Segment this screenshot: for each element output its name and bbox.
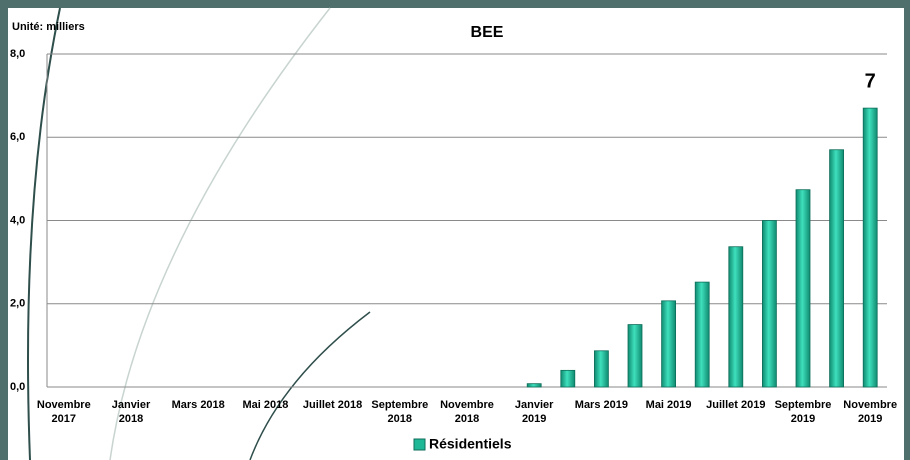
chart-title: BEE [471,24,504,41]
decor-curve [27,7,61,460]
bar [829,149,844,388]
decor-curve [109,7,331,460]
x-tick-label: Juillet 2018 [302,399,363,411]
bar [862,107,878,388]
y-tick-label: 6,0 [10,131,25,143]
x-tick-label: Septembre 2019 [774,399,832,425]
bar [560,369,576,388]
x-tick-label: Novembre 2017 [36,399,91,425]
x-tick-label: Mars 2019 [574,399,628,411]
chart-background [8,8,904,460]
legend-swatch [413,438,426,451]
x-tick-label: Septembre 2018 [371,399,429,425]
unit-label: Unité: milliers [12,21,85,33]
bar [526,383,542,388]
x-tick-label: Mai 2019 [645,399,692,411]
bar [627,324,643,388]
bar [762,220,777,388]
decor-curve [249,311,371,460]
bar [694,281,710,388]
legend-label: Résidentiels [429,436,512,452]
bar [594,350,609,388]
y-tick-label: 2,0 [10,298,25,310]
x-tick-label: Mars 2018 [171,399,225,411]
x-tick-label: Novembre 2019 [843,399,898,425]
y-tick-label: 4,0 [10,214,25,226]
bar [661,300,676,388]
bar [795,189,811,388]
x-tick-label: Mai 2018 [242,399,289,411]
x-tick-label: Janvier 2018 [111,399,151,425]
x-tick-label: Janvier 2019 [514,399,554,425]
x-tick-label: Novembre 2018 [440,399,494,425]
bar [728,246,744,388]
value-label: 7 [865,70,876,92]
y-tick-label: 8,0 [10,48,25,60]
x-tick-label: Juillet 2019 [706,399,766,411]
y-tick-label: 0,0 [10,381,25,393]
